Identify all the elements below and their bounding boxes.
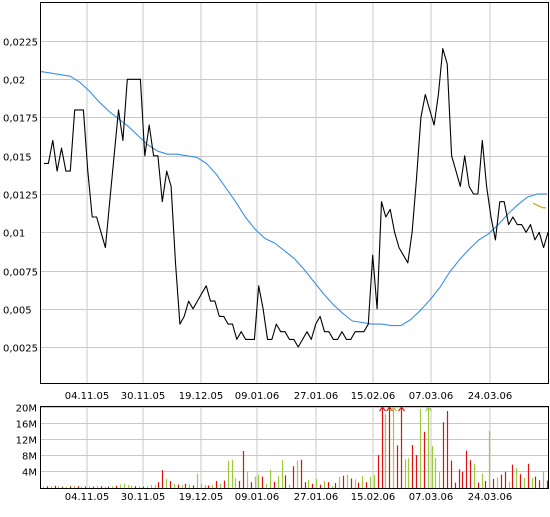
- volume-y-tick-label: 8M: [22, 452, 37, 463]
- price-line: [44, 48, 549, 348]
- volume-y-tick-label: 12M: [16, 436, 37, 447]
- price-y-tick-label: 0,0125: [3, 191, 38, 202]
- price-x-tick-label: 04.11.05: [65, 391, 110, 402]
- volume-panel-frame: [40, 406, 549, 489]
- price-y-tick-label: 0,0175: [3, 114, 38, 125]
- price-x-tick-label: 07.03.06: [409, 391, 454, 402]
- price-y-tick-label: 0,01: [3, 229, 25, 240]
- volume-x-tick-label: 30.11.05: [121, 492, 166, 503]
- price-y-tick-label: 0,005: [3, 306, 32, 317]
- price-y-tick-label: 0,0225: [3, 38, 38, 49]
- volume-x-tick-label: 04.11.05: [65, 492, 110, 503]
- price-y-tick-label: 0,0075: [3, 268, 38, 279]
- price-panel-frame: [40, 2, 549, 384]
- price-x-tick-label: 27.01.06: [294, 391, 339, 402]
- price-x-tick-label: 30.11.05: [121, 391, 166, 402]
- volume-x-tick-label: 19.12.05: [179, 492, 224, 503]
- volume-x-tick-label: 07.03.06: [409, 492, 454, 503]
- volume-y-tick-label: 16M: [16, 420, 37, 431]
- volume-y-tick-label: 20M: [16, 404, 37, 415]
- price-x-tick-label: 15.02.06: [351, 391, 396, 402]
- price-y-tick-label: 0,0025: [3, 344, 38, 355]
- price-x-tick-label: 24.03.06: [468, 391, 513, 402]
- price-y-tick-label: 0,015: [3, 153, 32, 164]
- volume-x-tick-label: 27.01.06: [294, 492, 339, 503]
- moving-average-line: [40, 71, 547, 327]
- volume-x-tick-label: 24.03.06: [468, 492, 513, 503]
- price-x-tick-label: 09.01.06: [235, 391, 280, 402]
- short-average-line: [532, 202, 546, 209]
- price-x-tick-label: 19.12.05: [179, 391, 224, 402]
- volume-x-tick-label: 09.01.06: [235, 492, 280, 503]
- price-y-tick-label: 0,02: [3, 76, 25, 87]
- volume-y-tick-label: 4M: [22, 468, 37, 479]
- volume-x-tick-label: 15.02.06: [351, 492, 396, 503]
